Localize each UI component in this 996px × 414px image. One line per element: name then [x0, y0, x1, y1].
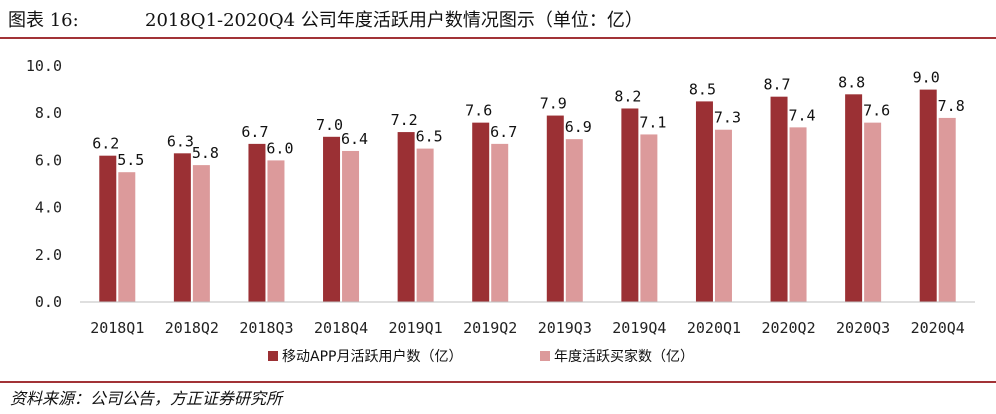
data-label: 7.8: [938, 97, 965, 115]
data-label: 7.3: [714, 109, 741, 127]
figure-label: 图表 16:: [8, 10, 79, 31]
bar-series-1: [99, 155, 117, 302]
bars: [99, 89, 956, 303]
data-label: 6.5: [416, 128, 443, 146]
data-label: 6.7: [241, 123, 268, 141]
bar-series-1: [695, 101, 713, 303]
bar-series-1: [770, 96, 788, 303]
data-label: 7.1: [639, 113, 666, 131]
legend-swatch: [540, 351, 550, 361]
data-label: 6.2: [92, 135, 119, 153]
bar-series-1: [919, 89, 937, 302]
data-label: 7.4: [788, 106, 815, 124]
data-label: 7.6: [863, 102, 890, 120]
data-label: 6.0: [266, 139, 293, 157]
data-label: 7.2: [391, 111, 418, 129]
bar-series-2: [192, 165, 210, 302]
y-tick-label: 6.0: [35, 151, 62, 169]
data-label: 8.8: [838, 73, 865, 91]
figure-title: 2018Q1-2020Q4 公司年度活跃用户数情况图示（单位：亿）: [145, 10, 643, 31]
bar-series-2: [491, 143, 509, 302]
bar-series-1: [397, 132, 415, 302]
y-tick-label: 2.0: [35, 246, 62, 264]
legend-label: 年度活跃买家数（亿）: [554, 348, 694, 365]
bar-series-2: [416, 148, 434, 302]
bar-series-2: [640, 134, 658, 302]
bar-series-2: [938, 117, 956, 302]
data-label: 6.3: [167, 132, 194, 150]
bar-series-1: [845, 94, 863, 302]
x-tick-label: 2018Q3: [239, 319, 293, 337]
bar-series-1: [546, 115, 564, 302]
data-label: 6.7: [490, 123, 517, 141]
y-tick-label: 10.0: [26, 57, 62, 75]
data-label: 9.0: [913, 69, 940, 87]
data-label: 7.9: [540, 95, 567, 113]
x-tick-label: 2020Q4: [911, 319, 965, 337]
bar-series-1: [323, 136, 341, 302]
y-tick-label: 0.0: [35, 293, 62, 311]
bar-series-2: [565, 139, 583, 302]
legend-swatch: [268, 351, 278, 361]
data-labels: 6.25.56.35.86.76.07.06.47.26.57.66.77.96…: [92, 69, 965, 170]
bar-series-2: [864, 122, 882, 302]
x-tick-label: 2019Q2: [463, 319, 517, 337]
x-tick-label: 2019Q1: [389, 319, 443, 337]
x-tick-label: 2018Q4: [314, 319, 368, 337]
y-axis: 0.0 2.0 4.0 6.0 8.0 10.0: [26, 57, 62, 311]
x-tick-label: 2019Q3: [538, 319, 592, 337]
data-label: 6.9: [565, 118, 592, 136]
source-note: 资料来源：公司公告，方正证券研究所: [10, 389, 283, 408]
data-label: 7.6: [465, 102, 492, 120]
x-tick-label: 2018Q1: [90, 319, 144, 337]
legend: 移动APP月活跃用户数（亿） 年度活跃买家数（亿）: [268, 348, 694, 365]
bar-series-2: [789, 127, 807, 302]
data-label: 8.2: [614, 87, 641, 105]
bar-chart: 0.02.04.06.08.010.0 6.25.56.35.86.76.07.…: [26, 57, 975, 365]
footer-rule: [0, 381, 996, 383]
y-tick-label: 4.0: [35, 199, 62, 217]
bar-series-1: [472, 122, 490, 302]
x-tick-label: 2020Q2: [761, 319, 815, 337]
figure-header: 图表 16: 2018Q1-2020Q4 公司年度活跃用户数情况图示（单位：亿）: [0, 0, 996, 42]
data-label: 5.8: [192, 144, 219, 162]
data-label: 5.5: [117, 151, 144, 169]
bar-series-2: [267, 160, 285, 302]
x-tick-label: 2020Q3: [836, 319, 890, 337]
data-label: 7.0: [316, 116, 343, 134]
bar-series-1: [621, 108, 639, 302]
x-tick-label: 2018Q2: [165, 319, 219, 337]
data-label: 8.5: [689, 80, 716, 98]
x-axis: 2018Q1 2018Q2 2018Q3 2018Q4 2019Q1 2019Q2 2019…: [80, 301, 975, 337]
bar-series-2: [118, 172, 136, 302]
x-tick-label: 2020Q1: [687, 319, 741, 337]
x-tick-label: 2019Q4: [612, 319, 666, 337]
y-tick-label: 8.0: [35, 104, 62, 122]
header-rule: [0, 37, 996, 39]
bar-series-1: [173, 153, 191, 302]
legend-label: 移动APP月活跃用户数（亿）: [282, 348, 462, 365]
bar-series-2: [342, 150, 360, 302]
data-label: 8.7: [763, 76, 790, 94]
data-label: 6.4: [341, 130, 368, 148]
bar-series-1: [248, 143, 266, 302]
bar-series-2: [714, 129, 732, 302]
